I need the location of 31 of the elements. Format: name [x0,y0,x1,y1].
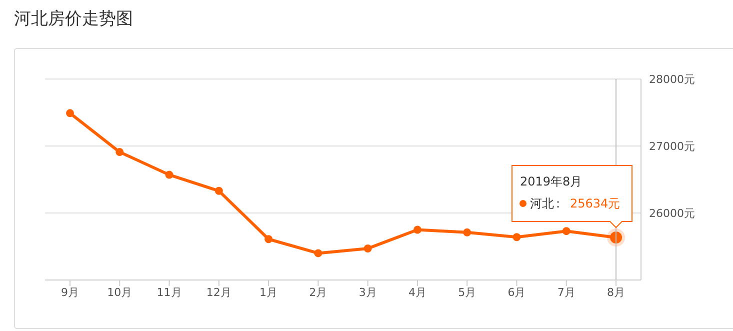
point [165,170,174,179]
x-tick-label: 10月 [107,286,132,299]
x-tick-label: 5月 [458,286,476,299]
annotation: 2019年8月 [520,174,582,189]
point [66,109,74,118]
x-tick-label: 8月 [607,286,625,299]
y-tick-label: 28000元 [649,72,695,86]
x-tick-label: 9月 [61,286,79,299]
x-tick-label: 6月 [508,286,526,299]
chart-title: 河北房价走势图 [14,8,133,30]
point [116,148,124,156]
x-tick-label: 11月 [156,286,182,299]
x-tick-label: 4月 [408,286,426,299]
x-tick-label: 12月 [206,286,232,299]
x-tick-label: 7月 [557,286,576,299]
point [214,186,223,195]
point [562,227,570,236]
data-label: 25634元 [570,196,620,211]
point [413,226,422,234]
point [314,249,322,258]
x-tick-label: 3月 [358,286,377,299]
x-tick-label: 1月 [260,286,278,299]
y-tick-label: 26000元 [649,206,695,220]
point [463,228,472,236]
point [512,233,521,242]
point [264,235,273,244]
annotation: : [556,196,560,211]
x-tick-label: 2月 [309,286,328,299]
y-tick-label: 27000元 [649,140,695,153]
point [364,244,372,253]
legend-label: 河北 [530,196,554,211]
